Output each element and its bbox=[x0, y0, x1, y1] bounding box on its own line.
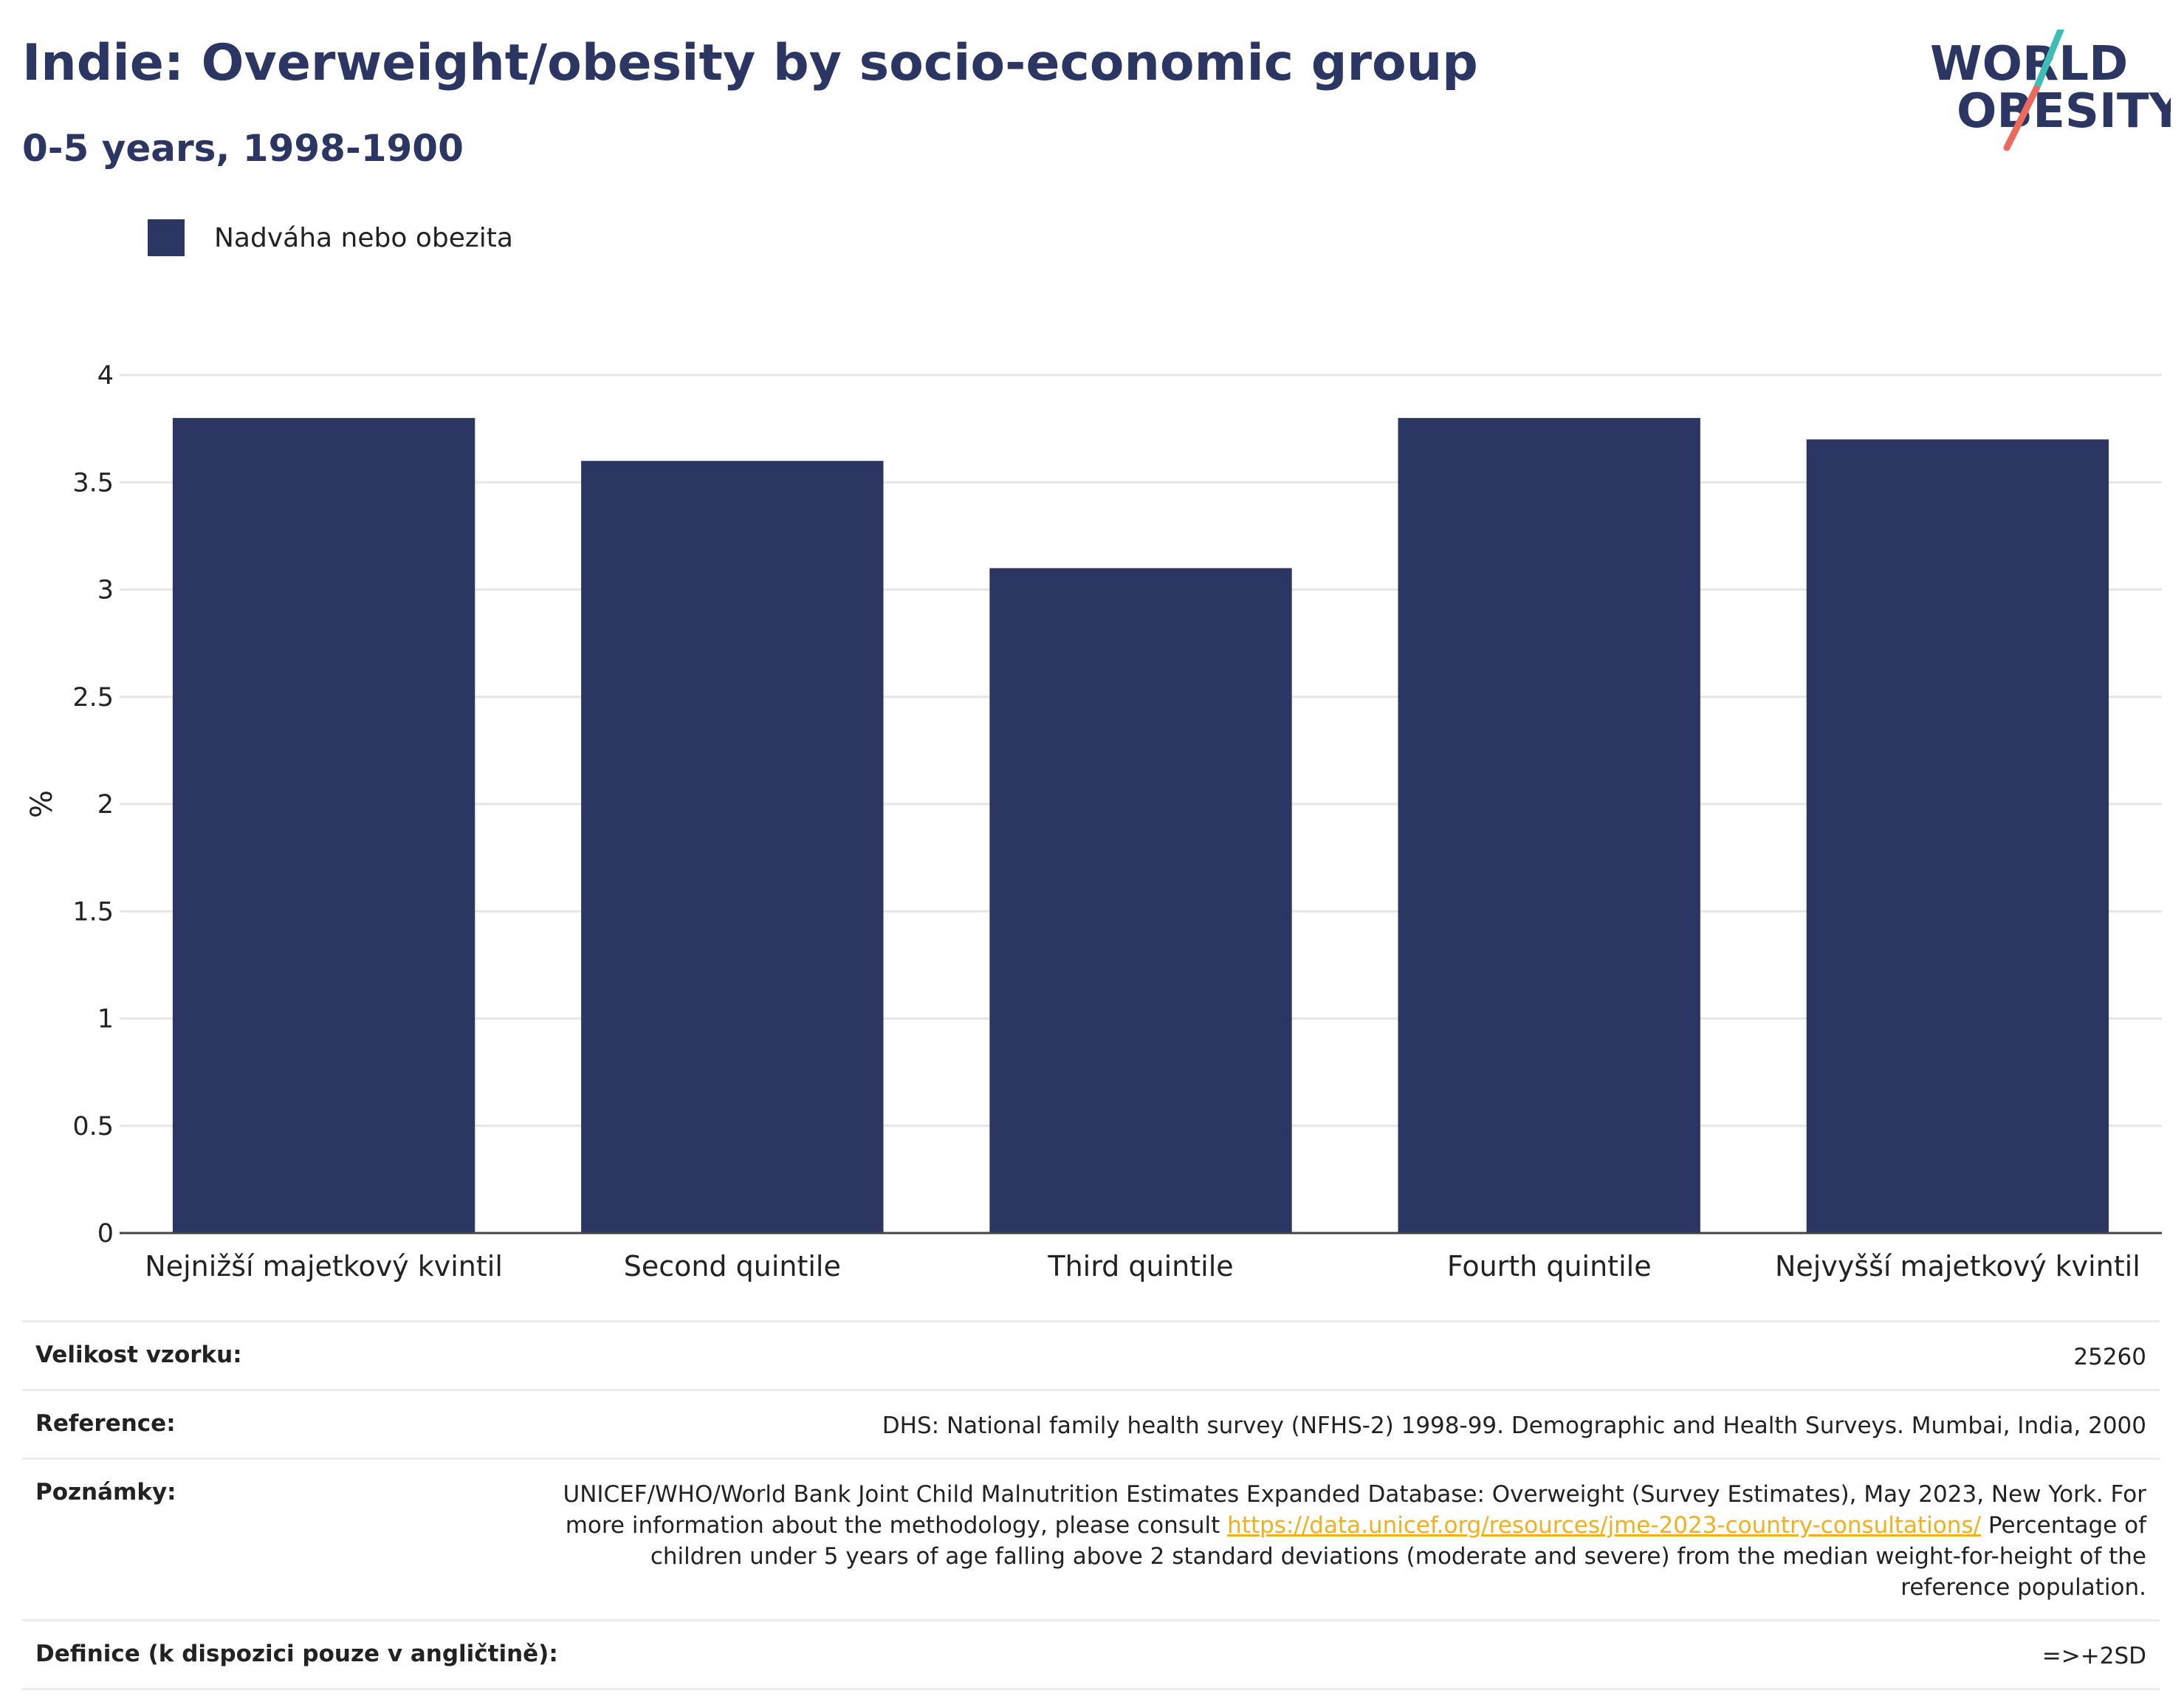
y-tick-label: 3 bbox=[97, 576, 114, 605]
x-tick-label: Nejvyšší majetkový kvintil bbox=[1775, 1250, 2140, 1283]
y-tick-label: 2.5 bbox=[72, 683, 114, 713]
page-subtitle: 0-5 years, 1998-1900 bbox=[22, 127, 464, 170]
reference-label: Reference: bbox=[35, 1410, 176, 1437]
meta-row-notes: Poznámky: UNICEF/WHO/World Bank Joint Ch… bbox=[22, 1458, 2160, 1619]
y-tick-label: 0 bbox=[97, 1219, 114, 1249]
y-tick-label: 0.5 bbox=[72, 1112, 114, 1141]
notes-text-1: UNICEF/WHO/World Bank Joint Child Malnut… bbox=[563, 1481, 2147, 1539]
bar bbox=[1398, 418, 1700, 1233]
logo-slash-coral bbox=[2003, 85, 2040, 151]
logo-text-obesity: OBESITY bbox=[1957, 84, 2171, 139]
metadata-table: Velikost vzorku: 25260 Reference: DHS: N… bbox=[22, 1320, 2160, 1690]
bar-chart: 0 0.5 1 1.5 2 2.5 3 3.5 4% Nejnižší majetkový kvi… bbox=[25, 361, 2162, 1283]
meta-row-definition: Definice (k dispozici pouze v angličtině… bbox=[22, 1619, 2160, 1690]
y-tick-label: 1.5 bbox=[72, 897, 114, 927]
sample-size-value: 25260 bbox=[2073, 1344, 2146, 1370]
definition-value: =>+2SD bbox=[2042, 1643, 2146, 1669]
y-axis-label: % bbox=[25, 790, 59, 818]
bar bbox=[989, 568, 1292, 1233]
meta-row-sample: Velikost vzorku: 25260 bbox=[22, 1320, 2160, 1389]
y-tick-label: 3.5 bbox=[72, 468, 114, 498]
chart-legend: Nadváha nebo obezita bbox=[148, 219, 513, 257]
bar bbox=[172, 418, 475, 1233]
x-tick-label: Nejnižší majetkový kvintil bbox=[145, 1250, 503, 1283]
x-tick-label: Fourth quintile bbox=[1447, 1250, 1652, 1283]
x-tick-label: Second quintile bbox=[624, 1250, 841, 1283]
notes-value: UNICEF/WHO/World Bank Joint Child Malnut… bbox=[552, 1479, 2147, 1603]
bar bbox=[581, 461, 884, 1234]
legend-label: Nadváha nebo obezita bbox=[214, 222, 513, 253]
logo-slash-teal bbox=[2033, 30, 2065, 92]
sample-size-label: Velikost vzorku: bbox=[35, 1342, 242, 1368]
notes-text-2: Percentage of children under 5 years of … bbox=[650, 1512, 2146, 1601]
y-tick-label: 4 bbox=[97, 361, 114, 391]
notes-label: Poznámky: bbox=[35, 1479, 176, 1506]
definition-label: Definice (k dispozici pouze v angličtině… bbox=[35, 1641, 558, 1667]
page-title: Indie: Overweight/obesity by socio-econo… bbox=[22, 34, 1478, 92]
y-tick-label: 2 bbox=[97, 790, 114, 820]
bar bbox=[1806, 439, 2109, 1233]
x-tick-label: Third quintile bbox=[1047, 1250, 1233, 1283]
world-obesity-logo: WORLD OBESITY bbox=[1930, 30, 2171, 151]
y-tick-label: 1 bbox=[97, 1005, 114, 1034]
meta-row-reference: Reference: DHS: National family health s… bbox=[22, 1389, 2160, 1458]
logo-text-world: WORLD bbox=[1930, 37, 2128, 92]
notes-link[interactable]: https://data.unicef.org/resources/jme-20… bbox=[1227, 1512, 1982, 1539]
legend-swatch bbox=[148, 219, 185, 256]
reference-value: DHS: National family health survey (NFHS… bbox=[882, 1412, 2146, 1439]
